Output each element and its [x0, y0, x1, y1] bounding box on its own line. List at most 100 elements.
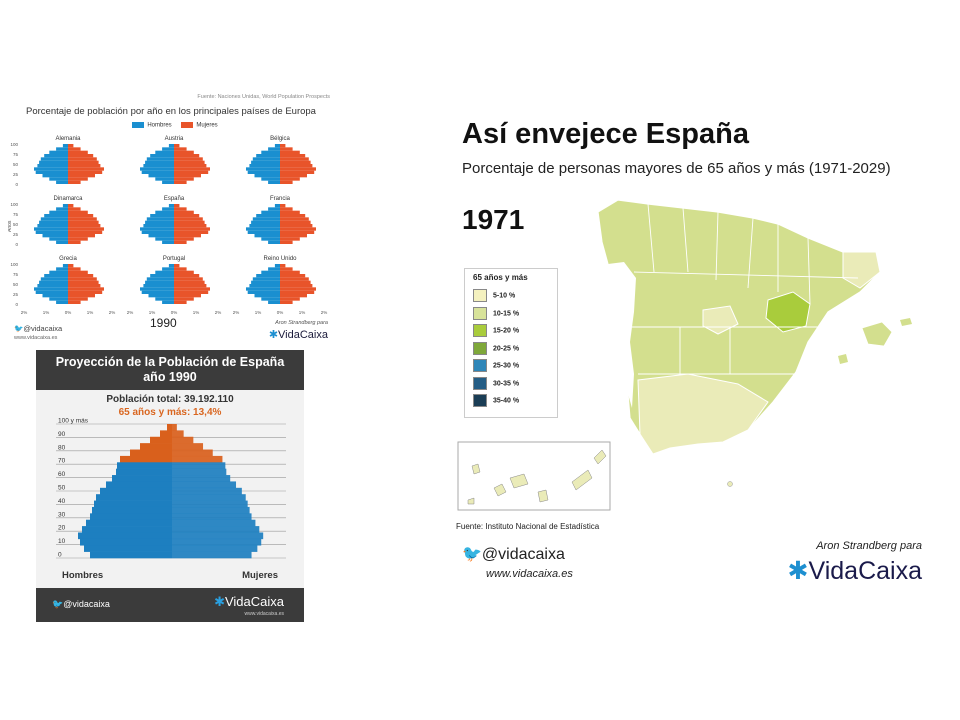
pyramid-bar-men: [162, 147, 174, 151]
pyramid-bar-men: [246, 287, 280, 291]
legend-swatch: [473, 306, 487, 320]
pyramid-bar-women: [174, 240, 187, 244]
legend-swatch-women: [181, 122, 194, 128]
pyramid-bar-men: [167, 424, 172, 431]
pyramid-bar-men: [155, 210, 174, 214]
pyramid-bar-men: [40, 217, 68, 221]
country-label: Austria: [165, 136, 184, 142]
pyramid-bar-men: [49, 150, 68, 154]
pyramid-bar-men: [37, 284, 68, 288]
ytick-label: 50: [13, 282, 19, 287]
pyramid-bar-men: [274, 264, 280, 268]
europe-brand-logo: ✱VidaCaixa: [268, 329, 328, 341]
country-label: Dinamarca: [53, 196, 83, 202]
pyramid-bar-women: [68, 267, 81, 271]
pyramid-bar-men: [49, 297, 68, 301]
spain-legend: 65 años y más 5-10 % 10-15 % 15-20 % 20-25 …: [464, 268, 558, 418]
spain-legend-item: 35-40 %: [473, 394, 519, 407]
pyramid-bar-men: [37, 224, 68, 228]
pyramid-bar-men: [62, 264, 68, 268]
pyramid-bar-men: [35, 170, 68, 174]
spain-legend-item: 20-25 %: [473, 341, 520, 355]
ytick-label: 0: [15, 302, 18, 307]
spain-legend-title: 65 años y más: [473, 273, 528, 282]
pyramid-bar-men: [39, 220, 68, 224]
pyramid-bar-men: [62, 144, 68, 148]
spain-legend-item: 15-20 %: [473, 324, 519, 337]
pyramid-bar-women: [280, 147, 293, 151]
ytick-label: 75: [13, 152, 19, 157]
xtick-label: 0%: [277, 310, 284, 315]
pyramid-bar-women: [280, 237, 300, 241]
projection-over65: 65 años y más: 13,4%: [118, 407, 222, 418]
pyramid-bar-women: [68, 297, 88, 301]
pyramid-bar-men: [247, 230, 280, 234]
pyramid-bar-men: [150, 274, 174, 278]
pyramid-bar-women: [280, 160, 311, 164]
pyramid-bar-women: [280, 217, 309, 221]
legend-label: 15-20 %: [493, 327, 520, 335]
pyramid-bar-men: [148, 234, 174, 238]
pyramid-bar-women: [68, 274, 94, 278]
projection-title-line1: Proyección de la Población de España: [55, 355, 285, 369]
pyramid-bar-women: [174, 280, 205, 284]
pyramid-bar-women: [174, 180, 187, 184]
pyramid-bar-men: [56, 147, 68, 151]
pyramid-bar-women: [280, 277, 309, 281]
pyramid-bar-women: [68, 294, 95, 298]
pyramid-bar-women: [280, 170, 315, 174]
pyramid-bar-women: [280, 234, 307, 238]
pyramid-bar-women: [174, 234, 201, 238]
pyramid-bar-men: [155, 297, 174, 301]
projection-men-label: Hombres: [62, 570, 104, 581]
pyramid-bar-men: [256, 274, 280, 278]
pyramid-bar-women: [172, 443, 204, 450]
pyramid-bar-men: [145, 280, 174, 284]
pyramid-bar-women: [280, 210, 300, 214]
pyramid-bar-men: [268, 207, 280, 211]
pyramid-bar-men: [268, 240, 280, 244]
pyramid-bar-men: [100, 487, 172, 495]
pyramid-bar-women: [172, 430, 184, 438]
pyramid-bar-women: [174, 284, 207, 288]
europe-legend: Hombres Mujeres: [8, 122, 334, 129]
xtick-label: 0%: [171, 310, 178, 315]
pyramid-bar-women: [174, 230, 209, 234]
pyramid-bar-men: [249, 224, 280, 228]
ytick-label: 25: [13, 232, 19, 237]
xtick-label: 2%: [233, 310, 240, 315]
xtick-label: 2%: [215, 310, 222, 315]
pyramid-bar-men: [117, 462, 172, 469]
pyramid-bar-men: [35, 230, 68, 234]
pyramid-bar-women: [172, 449, 213, 457]
ytick-label: 50: [13, 162, 19, 167]
pyramid-bar-women: [280, 164, 313, 168]
legend-swatch: [473, 341, 487, 355]
pyramid-bar-women: [174, 160, 205, 164]
province-borders: [632, 203, 859, 375]
legend-label: 20-25 %: [493, 344, 520, 352]
pyramid-bar-women: [174, 294, 201, 298]
pyramid-bar-men: [35, 290, 68, 294]
pyramid-bar-women: [280, 270, 300, 274]
pyramid-bar-women: [174, 204, 180, 208]
pyramid-bar-women: [280, 144, 286, 148]
pyramid-bar-women: [68, 284, 101, 288]
pyramid-bar-women: [68, 160, 99, 164]
xtick-label: 1%: [149, 310, 156, 315]
pyramid-bar-men: [44, 274, 68, 278]
pyramid-bar-women: [174, 164, 207, 168]
europe-web: www.vidacaixa.es: [14, 335, 58, 341]
pyramid-bar-women: [68, 217, 97, 221]
pyramid-bar-women: [172, 462, 226, 469]
pyramid-bar-men: [256, 154, 280, 158]
canarias-islands: [467, 449, 607, 505]
legend-swatch: [473, 394, 487, 407]
pyramid-bar-men: [80, 538, 172, 546]
pyramid-bar-women: [174, 210, 194, 214]
pyramid-bar-women: [68, 210, 88, 214]
pyramid-bar-women: [280, 154, 306, 158]
europe-credit: Aron Strandberg para: [275, 320, 328, 326]
pyramid-bar-men: [247, 290, 280, 294]
pyramid-bar-women: [172, 532, 264, 540]
